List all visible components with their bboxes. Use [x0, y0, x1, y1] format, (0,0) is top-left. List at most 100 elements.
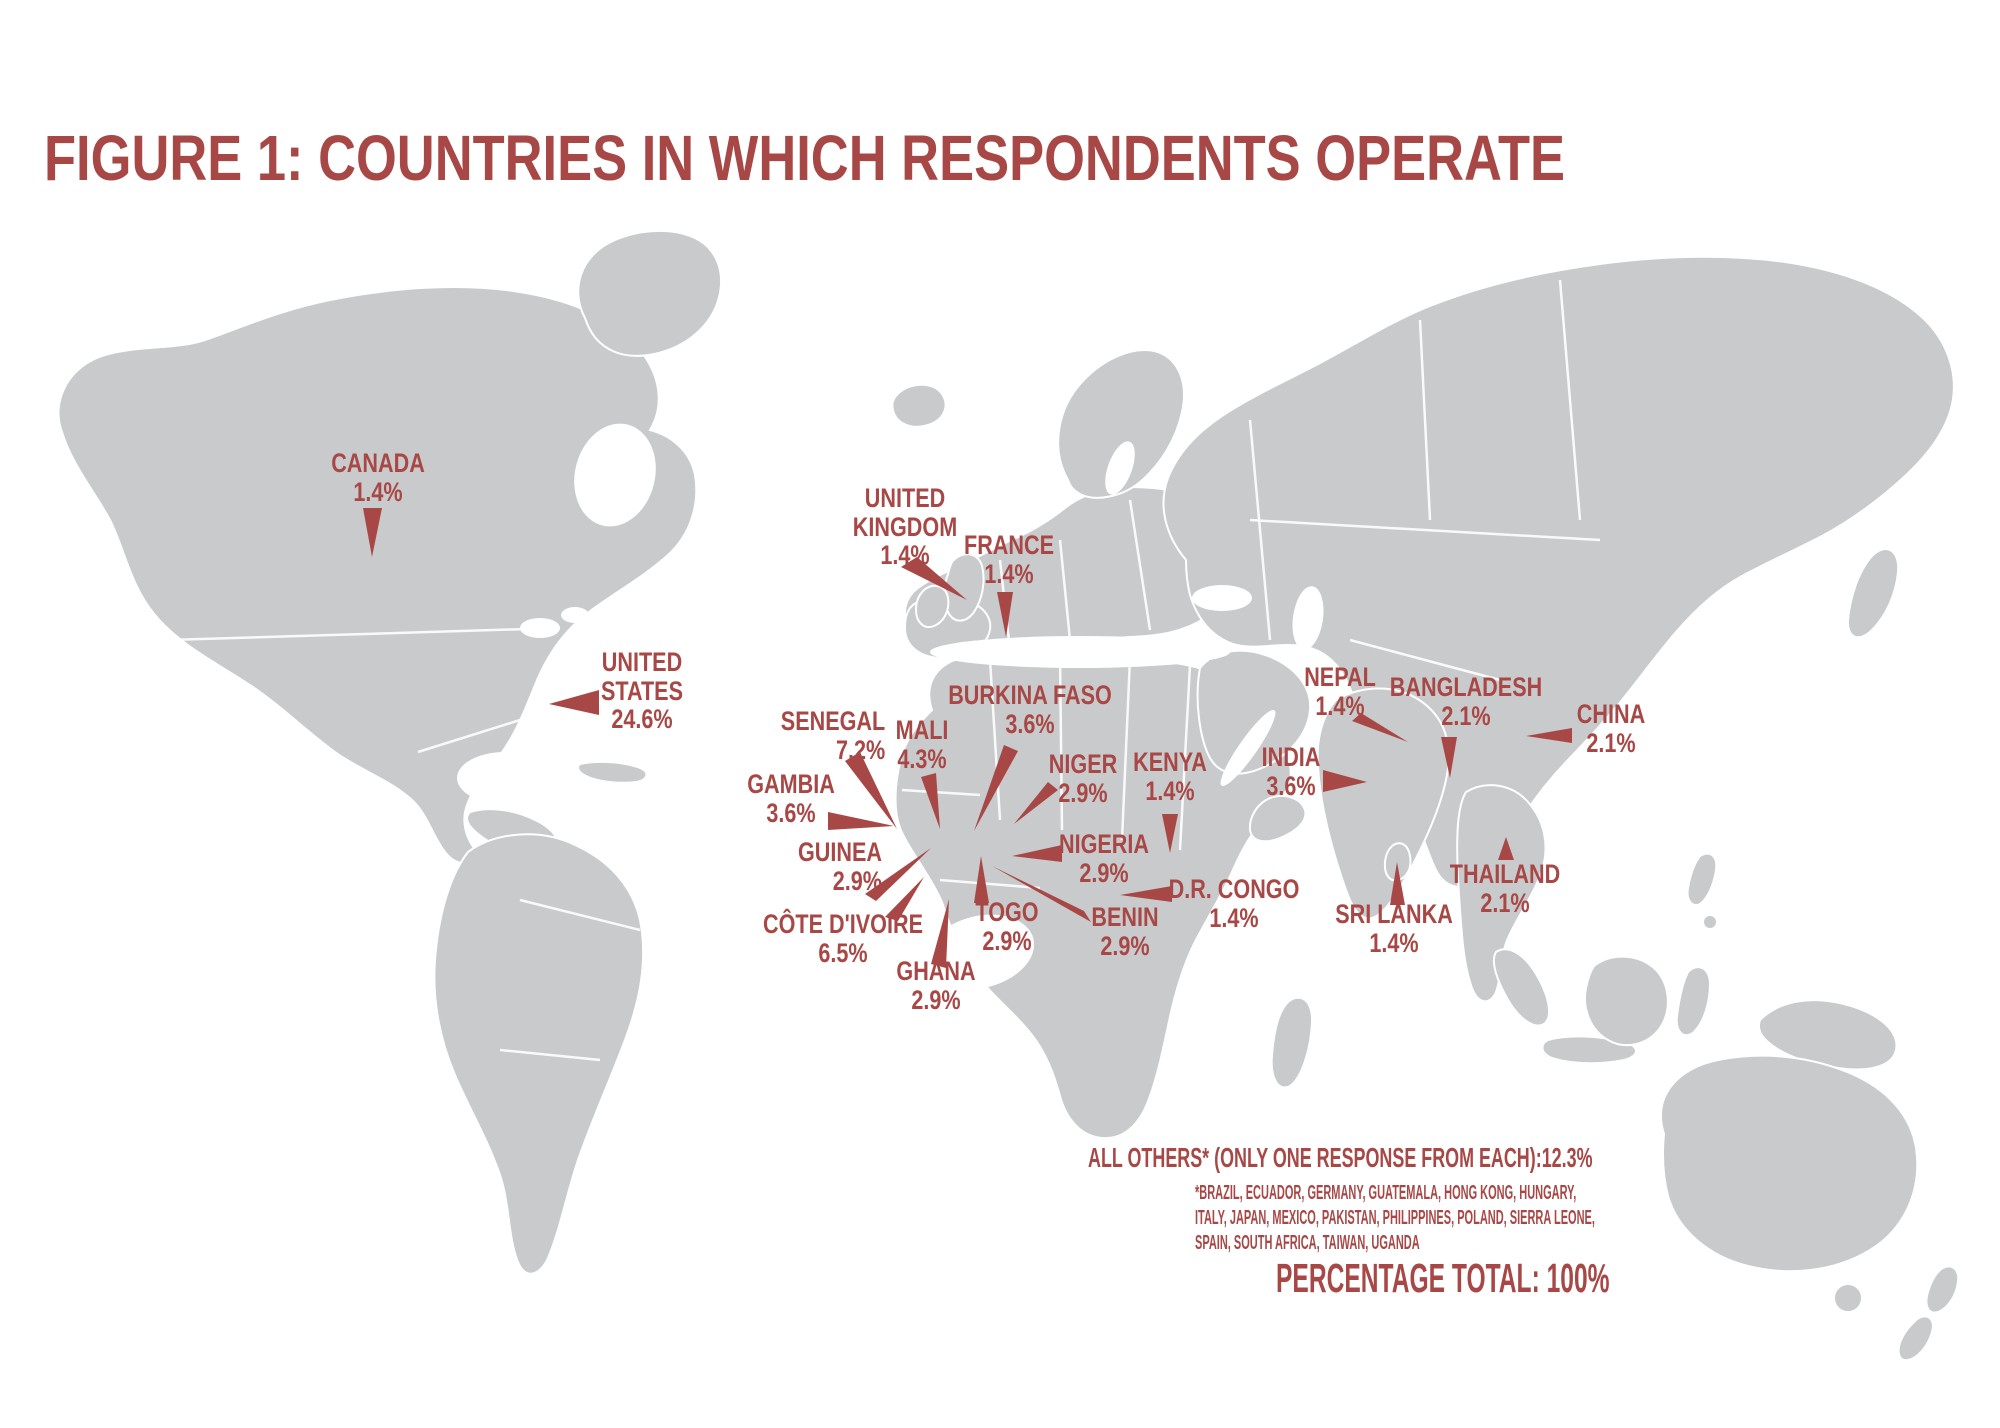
island-philippines [1686, 852, 1718, 906]
border-africa-1 [988, 659, 1002, 821]
caspian-sea [1292, 586, 1324, 650]
country-label-mali: MALI 4.3% [895, 715, 949, 774]
border-south-america-1 [519, 898, 641, 932]
country-label-dr-congo: D.R. CONGO 1.4% [1168, 874, 1300, 933]
pointer-arrow-mali [921, 773, 940, 829]
baltic-sea [1105, 441, 1135, 495]
island-new-guinea [1757, 999, 1898, 1071]
border-asia-2 [1418, 319, 1432, 521]
percentage-total: PERCENTAGE TOTAL: 100% [1276, 1255, 1610, 1301]
continent-australia [1660, 1054, 1919, 1273]
border-asia-4 [1249, 518, 1601, 542]
pointer-arrow-dr-congo [1120, 886, 1172, 902]
all-others-footnote: *BRAZIL, ECUADOR, GERMANY, GUATEMALA, HO… [1195, 1181, 1595, 1256]
country-label-niger: NIGER 2.9% [1048, 749, 1118, 808]
island-ireland [914, 584, 950, 628]
country-label-india: INDIA 3.6% [1261, 742, 1321, 801]
country-label-burkina-faso: BURKINA FASO 3.6% [948, 680, 1112, 739]
country-label-united-states: UNITED STATES 24.6% [600, 647, 684, 735]
country-label-sri-lanka: SRI LANKA 1.4% [1335, 899, 1453, 958]
country-label-nigeria: NIGERIA 2.9% [1058, 829, 1150, 888]
country-label-gambia: GAMBIA 3.6% [747, 769, 835, 828]
border-asia-5 [1349, 638, 1501, 682]
gulf-of-mexico [457, 752, 553, 804]
country-label-france: FRANCE 1.4% [964, 530, 1054, 589]
country-label-cote-divoire: CÔTE D'IVOIRE 6.5% [763, 909, 923, 968]
pointer-arrow-ghana [931, 899, 949, 968]
island-tasmania [1833, 1283, 1863, 1313]
pointer-arrow-burkina-faso [974, 745, 1018, 831]
border-us-canada [167, 626, 561, 642]
indochina-peninsula [1456, 784, 1547, 1003]
border-africa-2 [1058, 654, 1064, 831]
footnote-line: *BRAZIL, ECUADOR, GERMANY, GUATEMALA, HO… [1195, 1182, 1577, 1204]
pointer-arrow-togo [974, 856, 989, 903]
island-cuba [577, 760, 648, 784]
country-label-united-kingdom: UNITED KINGDOM 1.4% [852, 483, 958, 571]
pointer-arrow-sri-lanka [1390, 862, 1405, 905]
great-lakes-2 [561, 607, 589, 623]
border-asia-3 [1558, 279, 1582, 521]
footnote-line: SPAIN, SOUTH AFRICA, TAIWAN, UGANDA [1195, 1232, 1420, 1254]
pointer-arrow-guinea [865, 848, 931, 901]
pointer-arrow-nepal [1352, 713, 1408, 742]
border-africa-5 [901, 788, 981, 797]
pointer-arrow-china [1526, 728, 1572, 743]
continent-north-america [57, 285, 698, 865]
island-sulawesi [1675, 966, 1712, 1037]
pointer-arrow-france [997, 592, 1013, 637]
pointer-arrow-senegal [845, 752, 897, 829]
country-label-senegal: SENEGAL 7.2% [780, 706, 886, 765]
border-south-america-2 [499, 1048, 601, 1062]
country-label-canada: CANADA 1.4% [331, 448, 425, 507]
pointer-arrow-bangladesh [1441, 737, 1457, 778]
all-others-heading: ALL OTHERS* (ONLY ONE RESPONSE FROM EACH… [1088, 1142, 1593, 1173]
pointer-arrow-niger [1014, 782, 1058, 824]
border-europe-3 [1128, 499, 1152, 631]
figure-title: FIGURE 1: COUNTRIES IN WHICH RESPONDENTS… [44, 122, 1566, 194]
island-madagascar [1270, 996, 1314, 1089]
pointer-arrow-united-states [549, 690, 599, 715]
border-us-mexico [417, 718, 521, 754]
gulf-of-guinea [925, 914, 1035, 990]
country-label-bangladesh: BANGLADESH 2.1% [1389, 672, 1543, 731]
country-label-benin: BENIN 2.9% [1091, 902, 1159, 961]
pointer-arrow-nigeria [1012, 845, 1062, 862]
border-africa-3 [1120, 657, 1132, 841]
border-africa-6 [939, 878, 1041, 890]
island-new-zealand-south [1897, 1315, 1934, 1362]
mediterranean-sea [930, 636, 1230, 668]
pointer-arrow-cote-divoire [885, 877, 924, 921]
pointer-arrow-benin [992, 866, 1091, 922]
horn-of-africa [1248, 794, 1307, 843]
island-great-britain [943, 553, 985, 622]
pointer-arrow-canada [363, 508, 382, 557]
footnote-line: ITALY, JAPAN, MEXICO, PAKISTAN, PHILIPPI… [1195, 1207, 1595, 1229]
country-label-togo: TOGO 2.9% [975, 897, 1039, 956]
island-iceland [891, 383, 947, 428]
island-greenland [577, 229, 723, 357]
hudson-bay [574, 423, 656, 527]
country-label-kenya: KENYA 1.4% [1133, 747, 1207, 806]
border-europe-2 [1058, 539, 1072, 641]
border-africa-4 [1178, 664, 1192, 851]
black-sea [1192, 585, 1252, 611]
country-label-ghana: GHANA 2.9% [896, 956, 976, 1015]
border-asia-1 [1248, 419, 1272, 641]
island-new-zealand-north [1925, 1265, 1960, 1314]
island-sumatra [1492, 948, 1551, 1027]
country-label-china: CHINA 2.1% [1576, 699, 1646, 758]
island-borneo [1584, 955, 1669, 1047]
island-philippines-2 [1702, 914, 1718, 930]
pointer-arrow-india [1323, 770, 1367, 792]
island-japan [1846, 548, 1900, 639]
arabian-peninsula [1196, 649, 1312, 775]
country-label-nepal: NEPAL 1.4% [1304, 662, 1376, 721]
pointer-arrow-thailand [1498, 837, 1514, 860]
pointer-arrow-kenya [1162, 814, 1178, 853]
scandinavia [1057, 349, 1185, 499]
